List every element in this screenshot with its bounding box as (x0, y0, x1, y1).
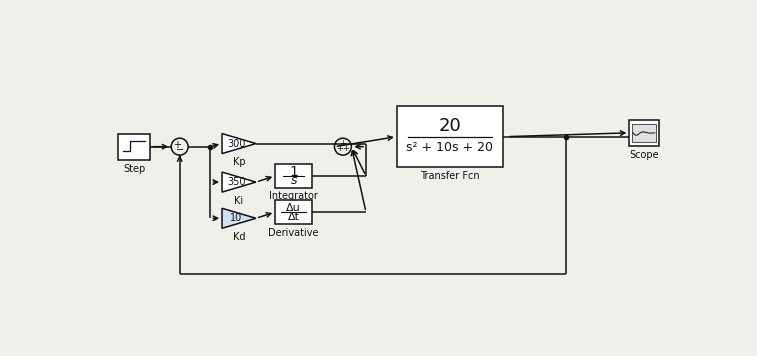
Polygon shape (222, 208, 256, 228)
Text: Scope: Scope (629, 150, 659, 160)
Text: Transfer Fcn: Transfer Fcn (420, 171, 480, 180)
Text: 300: 300 (227, 138, 245, 148)
Text: Integrator: Integrator (269, 191, 318, 201)
Text: 20: 20 (438, 117, 461, 135)
Text: Δu: Δu (286, 203, 301, 213)
Polygon shape (275, 164, 312, 188)
Polygon shape (629, 120, 659, 146)
Polygon shape (118, 134, 151, 160)
Text: −: − (176, 145, 185, 155)
Polygon shape (222, 134, 256, 153)
Text: Derivative: Derivative (269, 227, 319, 237)
Text: Δt: Δt (288, 212, 300, 222)
Text: Kd: Kd (232, 232, 245, 242)
Text: s² + 10s + 20: s² + 10s + 20 (407, 141, 494, 154)
Text: 1: 1 (289, 165, 298, 179)
Text: Kp: Kp (232, 157, 245, 167)
Polygon shape (397, 106, 503, 167)
Polygon shape (632, 124, 656, 142)
Polygon shape (222, 172, 256, 192)
Text: +: + (342, 145, 349, 153)
Text: Step: Step (123, 164, 145, 174)
Polygon shape (275, 200, 312, 224)
Text: 10: 10 (230, 213, 242, 223)
Text: +: + (339, 139, 347, 148)
Text: +: + (336, 145, 343, 153)
Text: 350: 350 (227, 177, 245, 187)
Text: Ki: Ki (235, 196, 244, 206)
Text: s: s (291, 174, 297, 187)
Text: +: + (173, 140, 181, 150)
